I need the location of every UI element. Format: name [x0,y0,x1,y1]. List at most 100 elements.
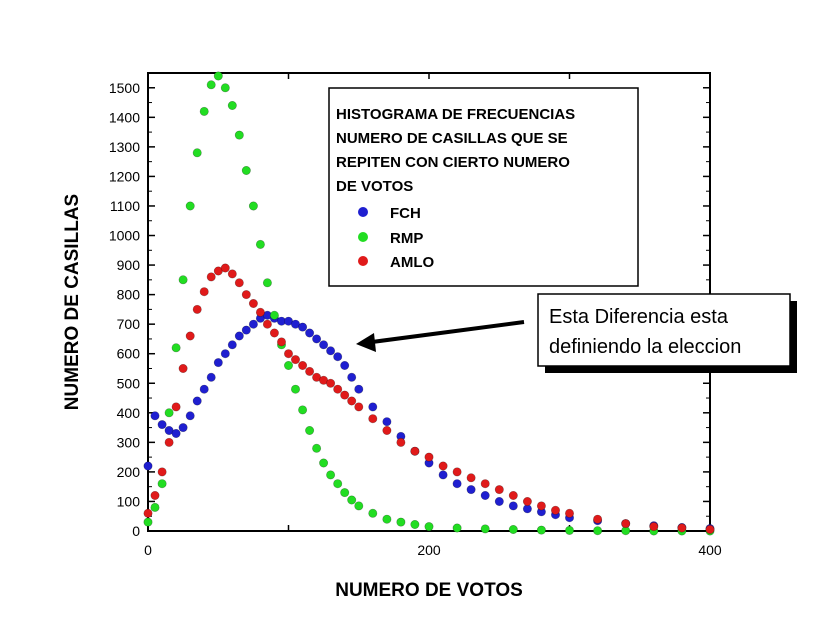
data-point-fch [227,340,237,350]
callout-box [537,293,791,367]
data-point-fch [312,334,322,344]
data-point-amlo [178,363,188,373]
data-point-amlo [326,378,336,388]
data-point-amlo [185,331,195,341]
data-point-fch [150,411,160,421]
data-point-fch [368,402,378,412]
data-point-fch [185,411,195,421]
data-point-amlo [192,304,202,314]
data-point-fch [354,384,364,394]
data-point-amlo [241,290,251,300]
y-tick-label: 1200 [109,168,140,184]
data-point-amlo [333,384,343,394]
y-tick-label: 700 [117,316,141,332]
data-point-fch [143,461,153,471]
data-point-fch [494,496,504,506]
data-point-rmp [283,360,293,370]
callout-arrow-line [371,320,525,344]
legend-marker-fch [358,207,368,217]
data-point-rmp [508,524,518,534]
data-point-rmp [536,525,546,535]
data-point-fch [480,490,490,500]
data-point-amlo [206,272,216,282]
data-point-amlo [424,452,434,462]
data-point-fch [340,360,350,370]
data-point-rmp [164,408,174,418]
data-point-amlo [340,390,350,400]
data-point-rmp [326,470,336,480]
callout-arrow-head [356,333,376,352]
data-point-rmp [206,80,216,90]
y-tick-label: 0 [132,523,140,539]
y-tick-label: 400 [117,405,141,421]
data-point-amlo [550,505,560,515]
data-point-rmp [333,479,343,489]
data-point-amlo [276,337,286,347]
data-point-fch [248,319,258,329]
data-point-amlo [227,269,237,279]
data-point-rmp [192,148,202,158]
y-tick-label: 1300 [109,139,140,155]
y-tick-label: 600 [117,346,141,362]
data-point-rmp [143,517,153,527]
data-point-amlo [438,461,448,471]
y-tick-label: 900 [117,257,141,273]
data-point-rmp [382,514,392,524]
data-point-amlo [150,490,160,500]
data-point-rmp [305,425,315,435]
legend-marker-rmp [358,232,368,242]
callout-line-1: Esta Diferencia esta [549,306,729,328]
y-tick-label: 1000 [109,228,140,244]
series-rmp [143,71,715,536]
legend-marker-amlo [358,256,368,266]
data-point-rmp [312,443,322,453]
y-tick-label: 1500 [109,80,140,96]
x-tick-label: 0 [144,542,152,558]
legend-label-fch: FCH [390,205,421,222]
data-point-amlo [536,501,546,511]
data-point-fch [438,470,448,480]
data-point-fch [199,384,209,394]
legend: HISTOGRAMA DE FRECUENCIAS NUMERO DE CASI… [328,87,639,287]
data-point-amlo [452,467,462,477]
data-point-rmp [150,502,160,512]
data-point-rmp [347,495,357,505]
data-point-fch [326,346,336,356]
data-point-rmp [213,71,223,81]
data-point-amlo [368,414,378,424]
data-point-fch [171,428,181,438]
data-point-fch [234,331,244,341]
data-point-amlo [305,366,315,376]
y-tick-label: 1400 [109,109,140,125]
data-point-amlo [649,522,659,532]
data-point-fch [206,372,216,382]
data-point-amlo [382,425,392,435]
data-point-fch [333,352,343,362]
data-point-amlo [290,355,300,365]
legend-label-amlo: AMLO [390,254,434,271]
data-point-rmp [255,239,265,249]
y-axis-ticks: 0 100 200 300 400 500 600 700 800 900 1000 1100 1200… [109,80,710,539]
data-point-amlo [143,508,153,518]
legend-title-line-3: REPITEN CON CIERTO NUMERO [336,154,570,171]
data-point-amlo [593,514,603,524]
data-point-amlo [234,278,244,288]
data-point-fch [452,479,462,489]
data-point-rmp [564,525,574,535]
data-point-amlo [262,319,272,329]
data-point-amlo [255,307,265,317]
data-point-amlo [347,396,357,406]
legend-label-rmp: RMP [390,230,423,247]
data-point-fch [220,349,230,359]
legend-box [328,87,639,287]
data-point-amlo [494,485,504,495]
data-point-fch [192,396,202,406]
data-point-rmp [178,275,188,285]
data-point-rmp [185,201,195,211]
data-point-amlo [508,490,518,500]
data-point-amlo [354,402,364,412]
data-point-amlo [564,508,574,518]
y-tick-label: 300 [117,434,141,450]
data-point-fch [213,358,223,368]
